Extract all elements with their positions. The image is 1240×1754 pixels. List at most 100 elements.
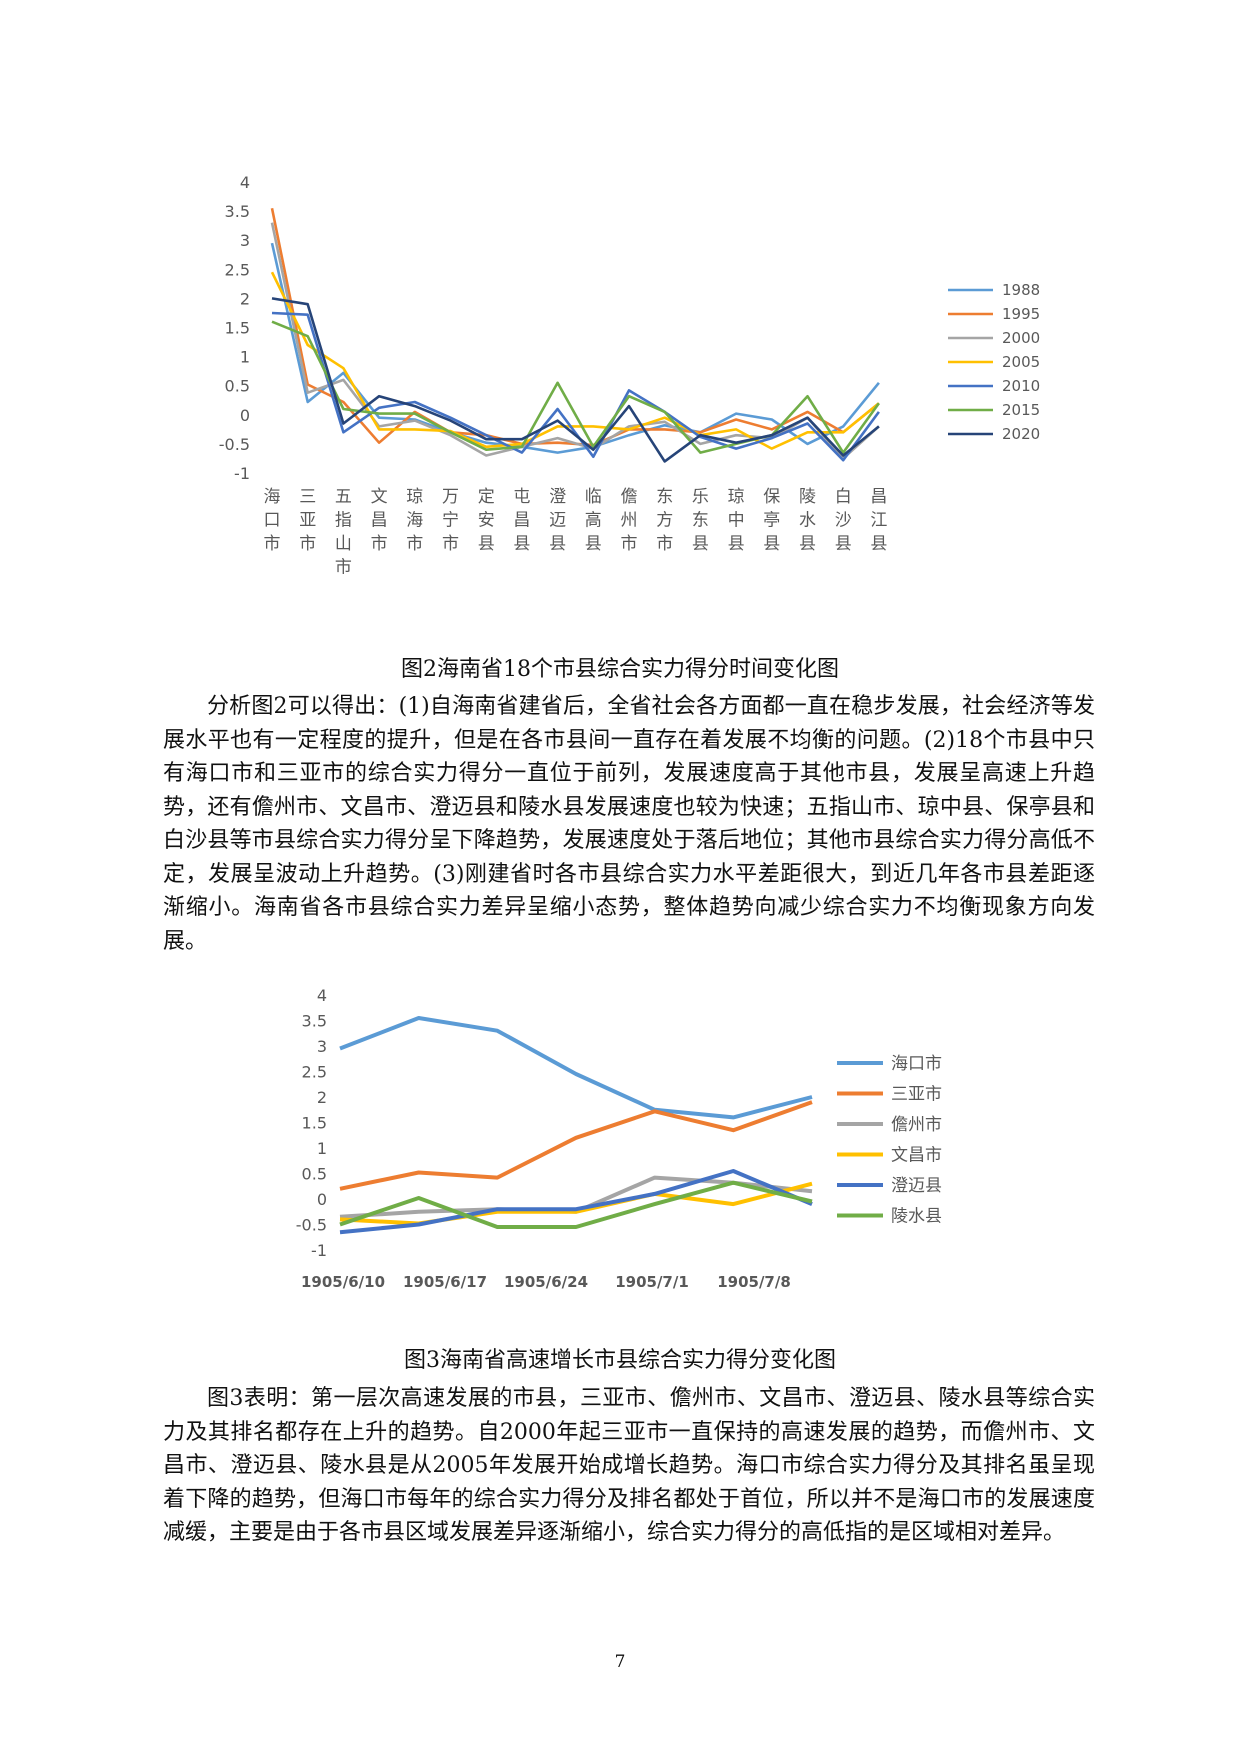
series-line-2020 — [271, 297, 880, 463]
figure-2-y-axis: 4 3.5 3 2.5 2 1.5 1 0.5 0 -0.5 -1 — [219, 173, 250, 483]
figure-3-x-axis: 1905/6/10 1905/6/17 1905/6/24 1905/7/1 1905/… — [301, 1273, 791, 1291]
y-tick-label: 2.5 — [225, 260, 250, 279]
series-line-2015 — [271, 320, 880, 454]
x-tick-label: 定 — [478, 487, 495, 507]
x-tick-label: 临 — [585, 487, 602, 507]
x-tick-label: 口 — [264, 511, 281, 531]
series-line-文昌市 — [339, 1181, 813, 1226]
y-tick-label: 4 — [240, 173, 250, 192]
x-tick-label: 指 — [335, 511, 352, 531]
x-tick-label: 五 — [335, 487, 352, 507]
y-tick-label: 3 — [317, 1037, 327, 1056]
x-tick-label: 澄 — [549, 487, 566, 507]
legend-label: 澄迈县 — [891, 1176, 942, 1196]
series-line-2010 — [271, 311, 880, 462]
y-tick-label: 2 — [240, 289, 250, 308]
x-tick-label: 昌 — [870, 487, 887, 507]
analysis-paragraph-2: 图3表明：第一层次高速发展的市县，三亚市、儋州市、文昌市、澄迈县、陵水县等综合实… — [163, 1386, 1095, 1545]
x-tick-label: 东 — [656, 487, 673, 507]
legend-label: 1988 — [1002, 281, 1040, 299]
figure-3-y-axis: 4 3.5 3 2.5 2 1.5 1 0.5 0 -0.5 -1 — [296, 986, 327, 1260]
x-tick-label: 方 — [656, 511, 673, 531]
legend-label: 2005 — [1002, 353, 1040, 371]
legend-label: 2020 — [1002, 425, 1040, 443]
x-tick-label: 市 — [621, 534, 638, 554]
legend-label: 2010 — [1002, 377, 1040, 395]
page-number: 7 — [614, 1652, 626, 1672]
x-tick-label: 县 — [692, 534, 709, 554]
x-tick-label: 1905/6/17 — [403, 1273, 487, 1291]
legend-label: 海口市 — [891, 1054, 942, 1074]
y-tick-label: 1 — [317, 1139, 327, 1158]
series-line-1988 — [270, 242, 880, 454]
x-tick-label: 海 — [264, 487, 281, 507]
x-tick-label: 县 — [799, 534, 816, 554]
y-tick-label: 0 — [317, 1190, 327, 1209]
x-tick-label: 县 — [728, 534, 745, 554]
y-tick-label: 0 — [240, 406, 250, 425]
x-tick-label: 1905/6/10 — [301, 1273, 385, 1291]
x-tick-label: 县 — [549, 534, 566, 554]
legend-label: 陵水县 — [891, 1207, 942, 1227]
figure-2-series-lines — [270, 207, 880, 463]
x-tick-label: 市 — [406, 534, 423, 554]
x-tick-label: 县 — [585, 534, 602, 554]
figure-2-x-axis: 海口市三亚市五指山市文昌市琼海市万宁市定安县屯昌县澄迈县临高县儋州市东方市乐东县… — [264, 487, 888, 578]
x-tick-label: 昌 — [513, 511, 530, 531]
x-tick-label: 市 — [335, 558, 352, 578]
figure-3-series-lines — [339, 1016, 813, 1235]
x-tick-label: 县 — [870, 534, 887, 554]
x-tick-label: 东 — [692, 511, 709, 531]
x-tick-label: 县 — [835, 534, 852, 554]
x-tick-label: 儋 — [621, 487, 638, 507]
x-tick-label: 保 — [763, 487, 780, 507]
x-tick-label: 县 — [513, 534, 530, 554]
y-tick-label: -0.5 — [219, 435, 250, 454]
x-tick-label: 市 — [299, 534, 316, 554]
x-tick-label: 三 — [299, 487, 316, 507]
y-tick-label: 3.5 — [225, 202, 250, 221]
x-tick-label: 屯 — [513, 487, 530, 507]
x-tick-label: 白 — [835, 487, 852, 507]
y-tick-label: 2 — [317, 1088, 327, 1107]
legend-label: 1995 — [1002, 305, 1040, 323]
x-tick-label: 沙 — [835, 511, 852, 531]
x-tick-label: 亚 — [299, 511, 316, 531]
x-tick-label: 水 — [799, 511, 816, 531]
legend-label: 儋州市 — [891, 1115, 942, 1135]
x-tick-label: 陵 — [799, 487, 816, 507]
x-tick-label: 昌 — [371, 511, 388, 531]
legend-label: 三亚市 — [891, 1085, 942, 1105]
y-tick-label: 1 — [240, 348, 250, 367]
x-tick-label: 万 — [442, 487, 459, 507]
analysis-paragraph-1: 分析图2可以得出：(1)自海南省建省后，全省社会各方面都一直在稳步发展，社会经济… — [163, 694, 1095, 954]
y-tick-label: 2.5 — [302, 1063, 327, 1082]
x-tick-label: 迈 — [549, 511, 566, 531]
x-tick-label: 安 — [478, 511, 495, 531]
x-tick-label: 江 — [870, 511, 887, 531]
y-tick-label: 4 — [317, 986, 327, 1005]
x-tick-label: 1905/6/24 — [504, 1273, 588, 1291]
x-tick-label: 市 — [656, 534, 673, 554]
x-tick-label: 1905/7/8 — [717, 1273, 791, 1291]
x-tick-label: 市 — [264, 534, 281, 554]
y-tick-label: 3 — [240, 231, 250, 250]
y-tick-label: 0.5 — [225, 377, 250, 396]
y-tick-label: -1 — [311, 1241, 327, 1260]
figure-2-caption: 图2海南省18个市县综合实力得分时间变化图 — [401, 657, 839, 682]
x-tick-label: 琼 — [728, 487, 745, 507]
y-tick-label: 1.5 — [302, 1114, 327, 1133]
y-tick-label: -1 — [234, 464, 250, 483]
x-tick-label: 乐 — [692, 487, 709, 507]
x-tick-label: 海 — [406, 511, 423, 531]
legend-label: 文昌市 — [891, 1146, 942, 1166]
x-tick-label: 山 — [335, 534, 352, 554]
x-tick-label: 市 — [442, 534, 459, 554]
x-tick-label: 宁 — [442, 511, 459, 531]
series-line-2005 — [270, 271, 880, 450]
x-tick-label: 县 — [763, 534, 780, 554]
legend-label: 2015 — [1002, 401, 1040, 419]
figure-2-line-chart: 43.532.521.510.50-0.5-1 海口市三亚市五指山市文昌市琼海市… — [219, 173, 1040, 578]
x-tick-label: 亭 — [763, 511, 780, 531]
